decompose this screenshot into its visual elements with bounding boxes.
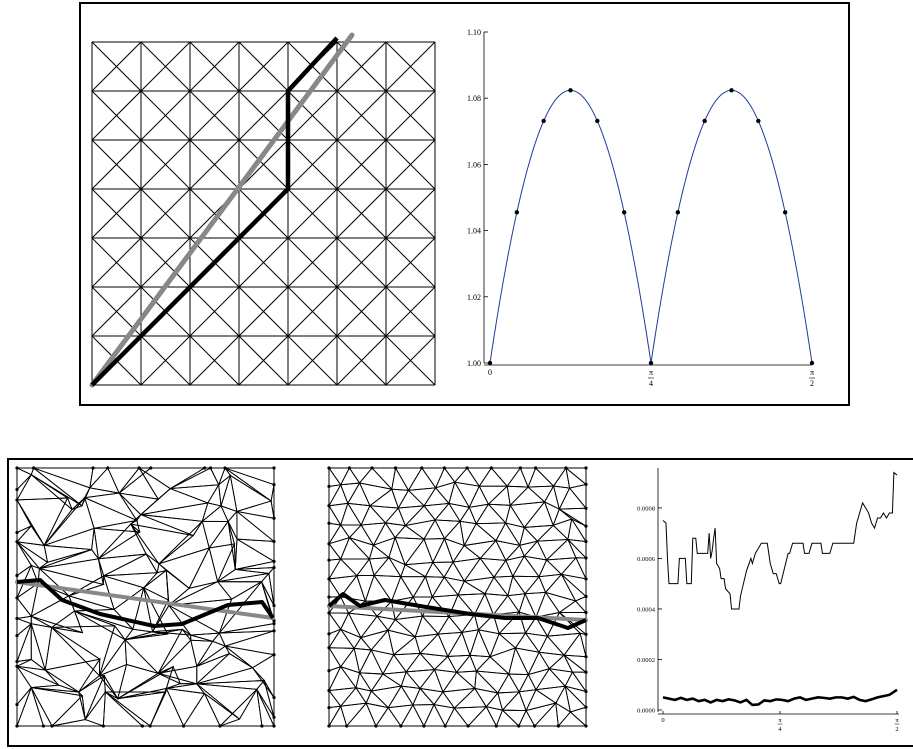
top-figure-panel — [79, 2, 850, 406]
bottom-figure-panel — [7, 458, 913, 747]
